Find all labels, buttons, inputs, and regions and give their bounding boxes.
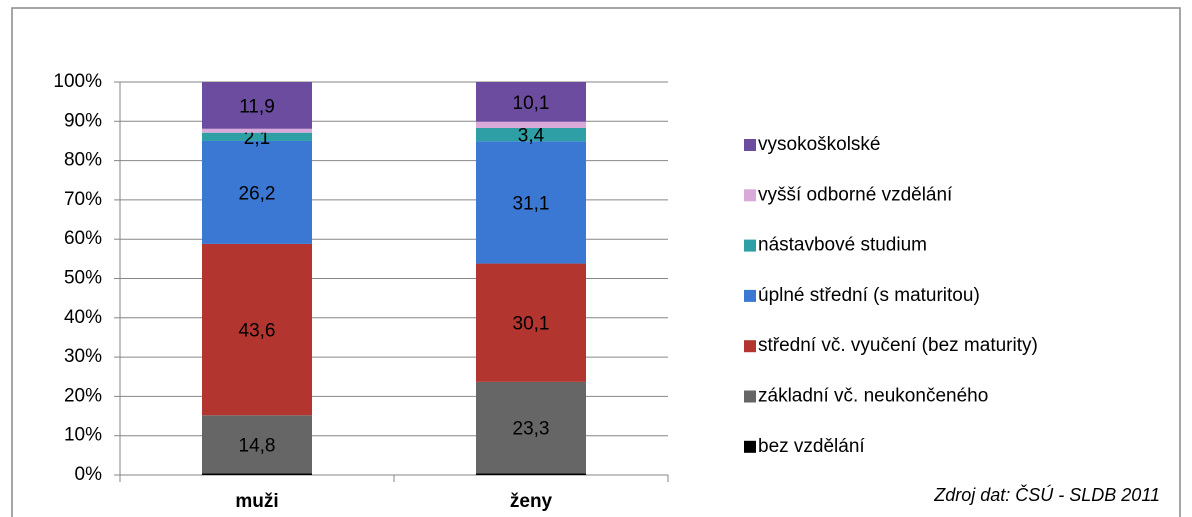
y-tick-label: 80% (64, 150, 102, 171)
x-tick-label: ženy (510, 491, 553, 512)
data-label: 30,1 (513, 314, 550, 335)
legend-swatch (744, 189, 756, 202)
legend-label: vysokoškolské (758, 134, 881, 155)
data-label: 43,6 (239, 321, 276, 342)
legend-swatch (744, 390, 756, 403)
bar-segment (202, 128, 312, 133)
bar-segment (202, 473, 312, 475)
y-tick-label: 30% (64, 346, 102, 367)
bar-segment (202, 243, 312, 416)
y-tick-label: 90% (64, 110, 102, 131)
x-tick-label: muži (235, 491, 278, 512)
legend-label: střední vč. vyučení (bez maturity) (758, 335, 1038, 356)
bar-segment (476, 263, 586, 382)
legend-label: základní vč. neukončeného (758, 386, 988, 407)
bar-segment (476, 121, 586, 128)
legend-swatch (744, 239, 756, 252)
data-label: 3,4 (518, 126, 545, 147)
bar-segment (476, 141, 586, 264)
legend-swatch (744, 440, 756, 453)
chart-frame (11, 7, 1181, 517)
data-label: 31,1 (513, 193, 550, 214)
y-tick-label: 20% (64, 385, 102, 406)
source-note: Zdroj dat: ČSÚ - SLDB 2011 (933, 484, 1160, 505)
legend-label: vyšší odborné vzdělání (758, 184, 953, 205)
y-tick-label: 50% (64, 268, 102, 289)
y-tick-label: 70% (64, 189, 102, 210)
data-label: 11,9 (239, 96, 275, 117)
bar-segment (202, 140, 312, 244)
legend-label: úplné střední (s maturitou) (758, 285, 980, 306)
legend-label: bez vzdělání (758, 436, 865, 457)
y-tick-label: 40% (64, 307, 102, 328)
bar-segment (202, 415, 312, 474)
bar-segment (476, 82, 586, 122)
data-label: 2,1 (244, 128, 270, 149)
data-label: 14,8 (239, 435, 276, 456)
y-tick-label: 10% (64, 425, 102, 446)
y-tick-label: 0% (75, 464, 103, 485)
data-label: 23,3 (513, 419, 550, 440)
data-label: 10,1 (513, 93, 550, 114)
legend-label: nástavbové studium (758, 235, 927, 256)
legend-swatch (744, 289, 756, 302)
y-tick-label: 60% (64, 228, 102, 249)
data-label: 26,2 (239, 183, 276, 204)
bar-segment (476, 381, 586, 474)
bar-segment (202, 82, 312, 129)
bar-segment (476, 127, 586, 142)
bar-segment (202, 132, 312, 141)
bar-segment (476, 473, 586, 475)
legend-swatch (744, 139, 756, 151)
y-tick-label: 100% (53, 71, 102, 92)
legend-swatch (744, 340, 756, 353)
